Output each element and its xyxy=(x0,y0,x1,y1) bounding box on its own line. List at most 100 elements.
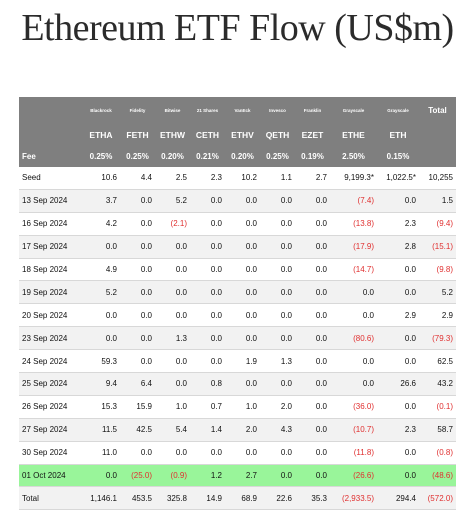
page-title: Ethereum ETF Flow (US$m) xyxy=(21,7,454,49)
flow-cell: 68.9 xyxy=(225,486,260,511)
row-total-cell: (572.0) xyxy=(419,486,456,511)
flow-cell: 0.0 xyxy=(190,441,225,465)
flow-cell: 2.7 xyxy=(295,167,330,190)
flow-cell: 0.0 xyxy=(190,303,225,328)
row-date: 20 Sep 2024 xyxy=(19,303,82,328)
flow-cell: 0.0 xyxy=(295,258,330,282)
flow-cell: 15.9 xyxy=(120,395,155,419)
row-total-cell: 58.7 xyxy=(419,418,456,442)
flow-cell: 0.0 xyxy=(377,326,419,351)
ticker-header-cell: CETH xyxy=(195,129,220,140)
flow-cell: 10.2 xyxy=(225,167,260,190)
flow-cell: 0.0 xyxy=(377,395,419,419)
flow-cell: 0.0 xyxy=(295,303,330,328)
row-total-cell: (79.3) xyxy=(419,326,456,351)
flow-cell: 0.0 xyxy=(82,464,120,488)
manager-header-cell: Fidelity xyxy=(129,108,146,113)
table-row: 23 Sep 2024 0.0 0.0 1.3 0.0 0.0 0.0 0.0 (80.6) 0.… xyxy=(19,326,456,351)
flow-cell: 0.0 xyxy=(190,280,225,305)
flow-cell: 4.9 xyxy=(82,258,120,282)
flow-cell: 0.0 xyxy=(82,303,120,328)
flow-cell: 2.0 xyxy=(225,418,260,442)
row-date: 25 Sep 2024 xyxy=(19,372,82,396)
flow-cell: 0.0 xyxy=(260,212,295,236)
flow-cell: (11.8) xyxy=(330,441,377,465)
flow-cell: 0.0 xyxy=(155,349,190,374)
row-total-cell: (15.1) xyxy=(419,235,456,259)
flow-cell: 1.0 xyxy=(155,395,190,419)
manager-header-cell: Bitwise xyxy=(164,108,181,113)
row-date: 19 Sep 2024 xyxy=(19,280,82,305)
row-date: Seed xyxy=(19,167,82,190)
flow-cell: 1.3 xyxy=(260,349,295,374)
flow-cell: 0.0 xyxy=(190,189,225,213)
fee-label: Fee xyxy=(22,151,36,161)
flow-cell: 26.6 xyxy=(377,372,419,396)
row-total-cell: 2.9 xyxy=(419,303,456,328)
row-total-cell: (48.6) xyxy=(419,464,456,488)
flow-cell: 0.0 xyxy=(190,349,225,374)
flow-cell: 1.4 xyxy=(190,418,225,442)
row-date: 01 Oct 2024 xyxy=(19,464,82,488)
fee-cell: 0.21% xyxy=(196,151,219,161)
flow-cell: (2,933.5) xyxy=(330,486,377,511)
ticker-header-cell: FETH xyxy=(126,129,149,140)
table-row: 26 Sep 2024 15.3 15.9 1.0 0.7 1.0 2.0 0.0 (36.0)… xyxy=(19,395,456,419)
flow-cell: 22.6 xyxy=(260,486,295,511)
manager-header-cell: Blackrock xyxy=(90,108,112,113)
flow-cell: 0.0 xyxy=(260,464,295,488)
flow-cell: 0.0 xyxy=(295,464,330,488)
row-total-cell: 62.5 xyxy=(419,349,456,374)
row-total-cell: 5.2 xyxy=(419,280,456,305)
flow-cell: 2.3 xyxy=(190,167,225,190)
ticker-header-cell: ETHV xyxy=(231,129,254,140)
fee-cell xyxy=(419,145,456,167)
flow-cell: 0.0 xyxy=(295,372,330,396)
flow-cell: 1.2 xyxy=(190,464,225,488)
flow-cell: 1.1 xyxy=(260,167,295,190)
fee-header-row: Fee 0.25% 0.25% 0.20% 0.21% 0.20% 0.25% … xyxy=(19,145,456,167)
flow-cell: 0.0 xyxy=(295,189,330,213)
row-date: 16 Sep 2024 xyxy=(19,212,82,236)
flow-cell: 2.0 xyxy=(260,395,295,419)
flow-cell: 0.0 xyxy=(225,235,260,259)
manager-header-cell: Invesco xyxy=(269,108,286,113)
flow-cell: 0.0 xyxy=(120,349,155,374)
flow-cell: 11.5 xyxy=(82,418,120,442)
flow-cell: 0.0 xyxy=(120,303,155,328)
flow-cell: 0.0 xyxy=(190,235,225,259)
flow-cell: 0.0 xyxy=(225,372,260,396)
flow-cell: 0.0 xyxy=(155,280,190,305)
flow-cell: 0.0 xyxy=(155,372,190,396)
flow-cell: 0.0 xyxy=(155,303,190,328)
fee-cell: 0.19% xyxy=(301,151,324,161)
flow-cell: 35.3 xyxy=(295,486,330,511)
total-column-header: Total xyxy=(428,106,447,115)
flow-cell: 0.0 xyxy=(330,280,377,305)
fee-cell: 0.20% xyxy=(161,151,184,161)
flow-cell: 4.2 xyxy=(82,212,120,236)
table-row: 13 Sep 2024 3.7 0.0 5.2 0.0 0.0 0.0 0.0 (7.4) 0.0… xyxy=(19,189,456,213)
table-row: 18 Sep 2024 4.9 0.0 0.0 0.0 0.0 0.0 0.0 (14.7) 0.… xyxy=(19,258,456,282)
row-date: 27 Sep 2024 xyxy=(19,418,82,442)
total-row: Total 1,146.1 453.5 325.8 14.9 68.9 22.6 35.3 (2… xyxy=(19,486,456,511)
flow-cell: 0.0 xyxy=(377,280,419,305)
flow-cell: 325.8 xyxy=(155,486,190,511)
flow-cell: 0.0 xyxy=(155,235,190,259)
flow-cell: 0.0 xyxy=(377,189,419,213)
flow-cell: 0.0 xyxy=(120,280,155,305)
manager-header-cell: Grayscale xyxy=(342,108,365,113)
flow-cell: 1.3 xyxy=(155,326,190,351)
flow-cell: 6.4 xyxy=(120,372,155,396)
row-total-cell: (9.8) xyxy=(419,258,456,282)
ticker-header-cell xyxy=(419,124,456,145)
flow-cell: 0.0 xyxy=(295,441,330,465)
ticker-header-cell: ETHA xyxy=(89,129,113,140)
flow-cell: 0.0 xyxy=(225,258,260,282)
flow-cell: 4.4 xyxy=(120,167,155,190)
row-date: 17 Sep 2024 xyxy=(19,235,82,259)
flow-cell: 0.0 xyxy=(155,441,190,465)
flow-cell: 0.0 xyxy=(260,303,295,328)
flow-cell: 59.3 xyxy=(82,349,120,374)
fee-cell: 2.50% xyxy=(342,151,365,161)
